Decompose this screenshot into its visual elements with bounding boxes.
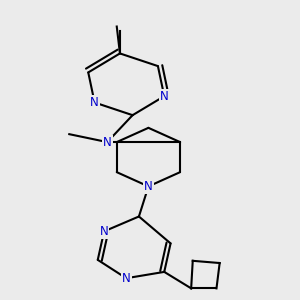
Text: N: N xyxy=(122,272,130,285)
Text: N: N xyxy=(160,90,169,103)
Text: N: N xyxy=(144,180,153,193)
Text: N: N xyxy=(90,96,99,109)
Text: N: N xyxy=(100,225,109,238)
Text: N: N xyxy=(103,136,112,148)
